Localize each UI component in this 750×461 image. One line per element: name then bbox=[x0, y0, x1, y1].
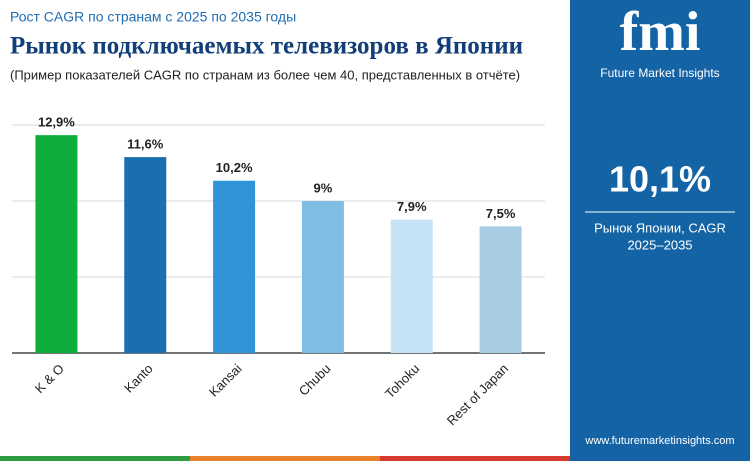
stripe bbox=[380, 456, 570, 461]
side-panel bbox=[570, 0, 750, 456]
value-label: 12,9% bbox=[38, 115, 75, 130]
value-label: 7,9% bbox=[397, 199, 427, 214]
bar bbox=[390, 219, 433, 353]
note: (Пример показателей CAGR по странам из б… bbox=[10, 67, 520, 82]
value-label: 10,2% bbox=[216, 160, 253, 175]
logo: fmi bbox=[620, 1, 701, 63]
highlight-label: 2025–2035 bbox=[627, 237, 692, 252]
bar bbox=[35, 135, 78, 353]
bar bbox=[124, 157, 167, 353]
stripe bbox=[0, 456, 190, 461]
bar bbox=[213, 180, 256, 353]
stripe bbox=[190, 456, 380, 461]
bar bbox=[301, 201, 344, 353]
value-label: 11,6% bbox=[127, 137, 164, 152]
value-label: 7,5% bbox=[486, 206, 516, 221]
bar bbox=[479, 226, 522, 353]
chart-title: Рынок подключаемых телевизоров в Японии bbox=[10, 33, 523, 60]
stripe bbox=[570, 456, 750, 461]
brand-name: Future Market Insights bbox=[600, 66, 719, 80]
highlight-label: Рынок Японии, CAGR bbox=[594, 220, 726, 235]
subtitle: Рост CAGR по странам с 2025 по 2035 годы bbox=[10, 9, 296, 25]
footer-url: www.futuremarketinsights.com bbox=[584, 435, 734, 447]
highlight-value: 10,1% bbox=[609, 159, 711, 200]
value-label: 9% bbox=[314, 180, 333, 195]
